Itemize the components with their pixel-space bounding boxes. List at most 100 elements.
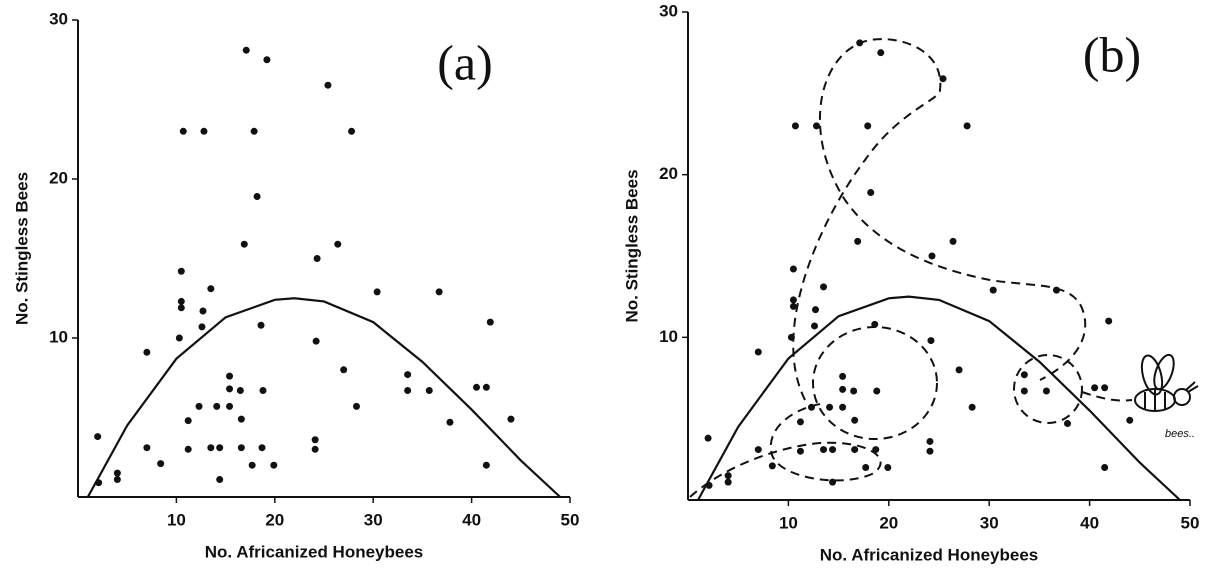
data-point [796, 418, 804, 426]
data-point [95, 479, 103, 487]
data-point [213, 402, 221, 410]
data-point [200, 127, 208, 135]
data-point [184, 417, 192, 425]
data-point [1101, 463, 1109, 471]
data-point [872, 446, 880, 454]
data-point [175, 334, 183, 342]
y-tick-label: 30 [659, 1, 678, 20]
y-tick-label: 20 [49, 168, 68, 187]
data-point [820, 446, 828, 454]
data-point [404, 386, 412, 394]
data-point [820, 283, 828, 291]
data-point [259, 386, 267, 394]
fit-curve [86, 297, 561, 498]
data-point [850, 387, 858, 395]
x-axis-label: No. Africanized Honeybees [820, 545, 1039, 564]
data-point [862, 463, 870, 471]
data-point [1105, 317, 1113, 325]
data-point [177, 304, 185, 312]
data-point [955, 366, 963, 374]
data-point [473, 383, 481, 391]
data-point [1064, 420, 1072, 428]
data-point [216, 444, 224, 452]
data-point [143, 348, 151, 356]
data-point [791, 122, 799, 130]
data-point [926, 447, 934, 455]
x-tick-label: 50 [561, 510, 580, 529]
y-axis-label: No. Stingless Bees [12, 172, 31, 325]
caption: bees.. [1165, 428, 1195, 440]
data-point [949, 237, 957, 245]
data-point [754, 348, 762, 356]
dashed-loop [689, 403, 882, 498]
data-point [789, 265, 797, 273]
data-point [184, 445, 192, 453]
data-point [240, 240, 248, 248]
data-point [789, 302, 797, 310]
data-point [884, 463, 892, 471]
dashed-loop [1081, 391, 1133, 402]
data-point [373, 288, 381, 296]
data-point [826, 403, 834, 411]
data-point [113, 469, 121, 477]
data-point [311, 445, 319, 453]
y-axis-label: No. Stingless Bees [622, 169, 641, 322]
data-point [839, 403, 847, 411]
data-point [270, 461, 278, 469]
data-point [195, 402, 203, 410]
data-point [867, 189, 875, 197]
data-point [177, 297, 185, 305]
x-tick-label: 20 [879, 513, 898, 532]
x-tick-label: 30 [364, 510, 383, 529]
data-point [829, 478, 837, 486]
data-point [807, 403, 815, 411]
data-point [507, 415, 515, 423]
data-point [248, 461, 256, 469]
data-point [1020, 371, 1028, 379]
data-point [157, 460, 165, 468]
data-point [927, 337, 935, 345]
data-point [705, 481, 713, 489]
data-point [1126, 416, 1134, 424]
data-point [989, 286, 997, 294]
data-point [348, 127, 356, 135]
x-tick-label: 40 [462, 510, 481, 529]
data-point [482, 461, 490, 469]
data-point [263, 56, 271, 64]
data-point [963, 122, 971, 130]
data-point [404, 371, 412, 379]
data-point [236, 386, 244, 394]
data-point [968, 403, 976, 411]
data-point [242, 46, 250, 54]
data-point [877, 49, 885, 57]
data-point [226, 385, 234, 393]
dashed-loop [812, 326, 938, 440]
data-point [926, 437, 934, 445]
data-point [352, 402, 360, 410]
data-point [813, 122, 821, 130]
data-point [871, 320, 879, 328]
data-point [199, 307, 207, 315]
data-point [113, 476, 121, 484]
data-point [311, 436, 319, 444]
data-point [724, 478, 732, 486]
data-point [839, 385, 847, 393]
data-point [250, 127, 258, 135]
data-point [704, 434, 712, 442]
data-point [854, 237, 862, 245]
data-point [796, 447, 804, 455]
data-point [1091, 384, 1099, 392]
data-point [1052, 286, 1060, 294]
data-point [94, 433, 102, 441]
data-point [143, 444, 151, 452]
data-point [257, 321, 265, 329]
data-point [724, 472, 732, 480]
y-tick-label: 20 [659, 164, 678, 183]
data-point [864, 122, 872, 130]
data-point [334, 240, 342, 248]
data-point [486, 318, 494, 326]
bee [1134, 353, 1199, 412]
data-point [216, 476, 224, 484]
data-point [839, 372, 847, 380]
